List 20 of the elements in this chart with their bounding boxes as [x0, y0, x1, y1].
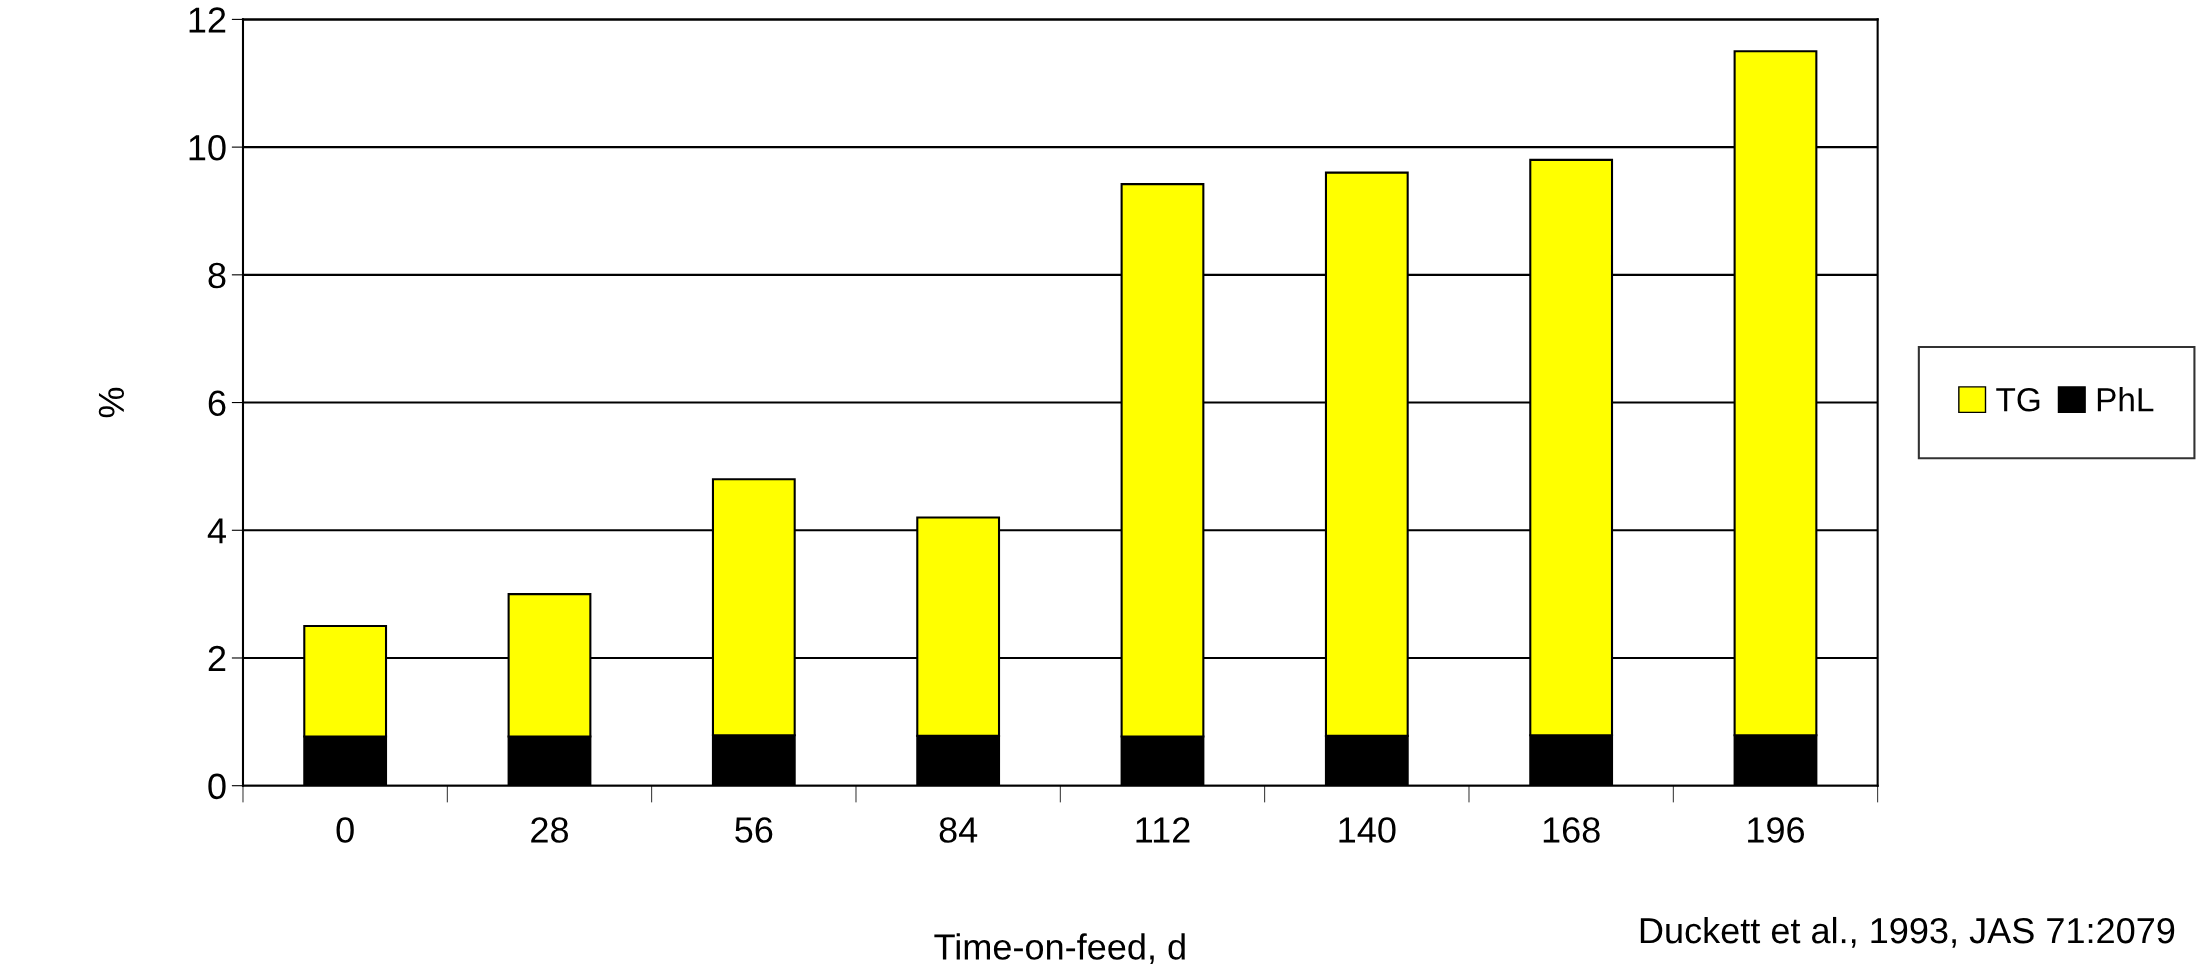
x-tick-label: 0 — [336, 817, 354, 843]
y-tick-label: 4 — [207, 518, 226, 544]
y-tick-label: 2 — [208, 645, 226, 672]
x-tick-label: 168 — [1543, 817, 1600, 843]
x-tick-label: 112 — [1136, 817, 1190, 843]
x-tick-label: 56 — [735, 817, 773, 843]
legend-label: PhL — [2097, 387, 2154, 412]
x-tick-label: 196 — [1748, 817, 1805, 843]
x-tick-label: 28 — [531, 817, 568, 843]
x-tick-label: 84 — [939, 817, 978, 843]
x-axis-title: Time-on-feed, d — [934, 933, 1185, 965]
y-axis-title: % — [98, 387, 125, 418]
text: Duckett et al., 1993, JAS 71:2079 — [1640, 916, 2175, 948]
y-tick-label: 10 — [189, 134, 226, 161]
x-tick-label: 140 — [1339, 817, 1396, 843]
legend-label: TG — [1996, 387, 2040, 412]
y-tick-label: 12 — [189, 7, 226, 33]
y-tick-label: 6 — [208, 390, 226, 416]
y-tick-label: 8 — [208, 262, 226, 289]
y-tick-label: 0 — [208, 773, 226, 800]
